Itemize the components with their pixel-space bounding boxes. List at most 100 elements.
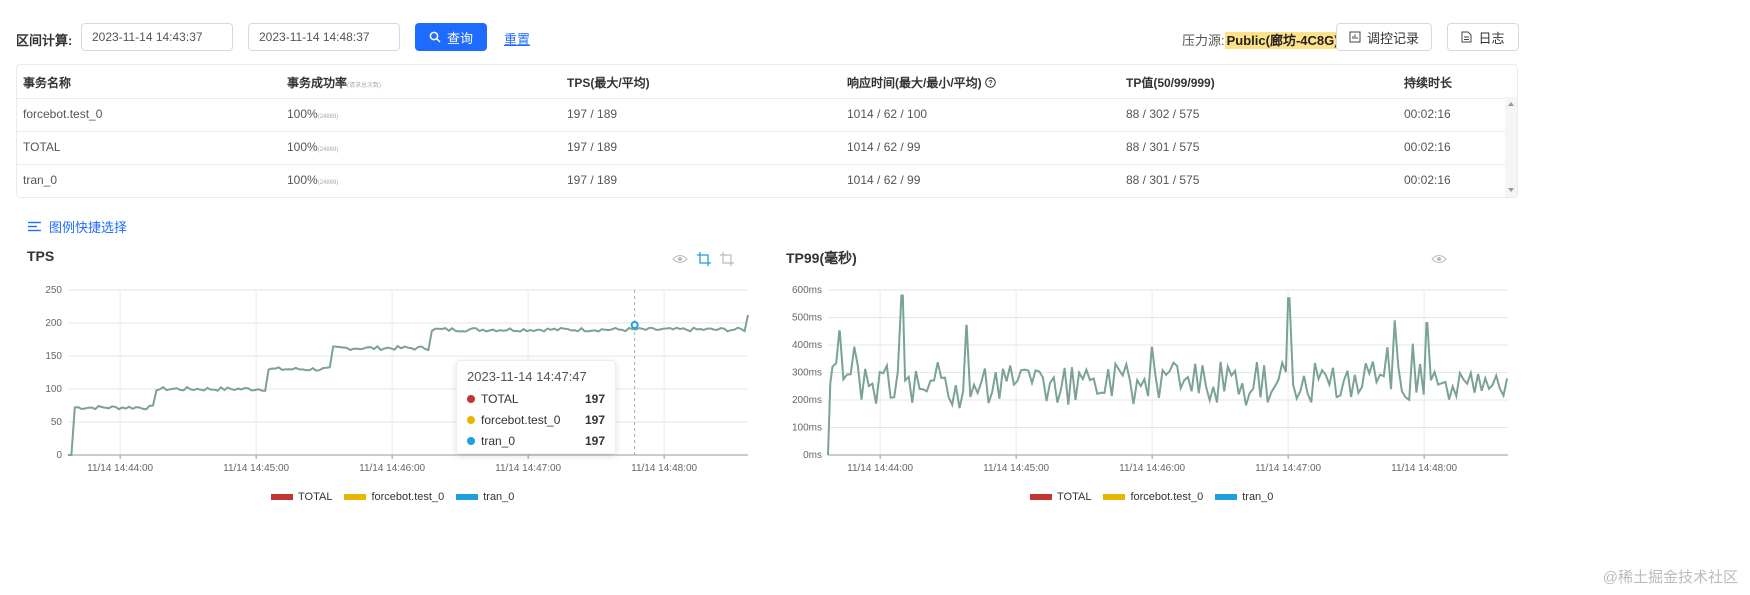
legend-item-tran[interactable]: tran_0: [456, 491, 514, 503]
watermark: @稀土掘金技术社区: [1602, 569, 1738, 586]
pressure-value: Public(廊坊-4C8G): [1224, 32, 1341, 49]
legend-quick-label: 图例快捷选择: [49, 220, 128, 235]
tune-record-label: 调控记录: [1366, 30, 1419, 46]
pressure-source: 压力源: Public(廊坊-4C8G): [1182, 30, 1341, 49]
tooltip-dot: [467, 436, 475, 445]
eye-icon[interactable]: [672, 253, 688, 265]
x-tick-label: 11/14 14:48:00: [631, 463, 697, 474]
cell-name: TOTAL: [23, 140, 61, 154]
y-tick-label: 500ms: [792, 313, 822, 324]
tp99-legend: TOTAL forcebot.test_0 tran_0: [1030, 491, 1273, 503]
tooltip-dot: [467, 394, 475, 403]
x-tick-label: 11/14 14:46:00: [359, 463, 425, 474]
x-tick-label: 11/14 14:44:00: [847, 463, 913, 474]
table-row[interactable]: tran_0 100%(24869) 197 / 189 1014 / 62 /…: [17, 164, 1505, 197]
cell-success: 100%(24869): [287, 173, 339, 187]
cell-rt: 1014 / 62 / 99: [847, 173, 921, 187]
legend-item-total[interactable]: TOTAL: [1030, 491, 1091, 503]
crop-zoom-icon[interactable]: [697, 252, 711, 266]
cell-name: tran_0: [23, 173, 58, 187]
y-tick-label: 200: [45, 318, 62, 329]
help-icon[interactable]: ?: [985, 77, 996, 88]
y-tick-label: 100: [45, 384, 62, 395]
x-tick-label: 11/14 14:48:00: [1391, 463, 1457, 474]
header-tps: TPS(最大/平均): [567, 76, 650, 90]
tooltip-row: TOTAL 197: [467, 388, 605, 409]
table-scrollbar[interactable]: [1505, 97, 1517, 197]
reset-link[interactable]: 重置: [504, 32, 531, 47]
x-tick-label: 11/14 14:45:00: [223, 463, 289, 474]
scroll-down-icon[interactable]: [1505, 185, 1517, 195]
tp99-chart-title: TP99(毫秒): [786, 250, 857, 266]
legend-item-forcebot[interactable]: forcebot.test_0: [1103, 491, 1203, 503]
scroll-up-icon[interactable]: [1505, 99, 1517, 109]
header-tp: TP值(50/99/999): [1126, 76, 1215, 90]
tps-chart[interactable]: 0 50 100 150 200 250 11/14 14:44:00 11/14 14:45…: [20, 280, 760, 480]
cell-tp: 88 / 301 / 575: [1126, 140, 1200, 154]
y-tick-label: 50: [51, 417, 63, 428]
svg-text:?: ?: [988, 80, 992, 87]
header-duration: 持续时长: [1404, 76, 1453, 90]
table-row[interactable]: forcebot.test_0 100%(24869) 197 / 189 10…: [17, 98, 1505, 132]
header-name: 事务名称: [23, 76, 72, 90]
y-tick-label: 300ms: [792, 368, 822, 379]
y-tick-label: 0: [56, 450, 62, 461]
y-tick-label: 250: [45, 285, 62, 296]
cell-duration: 00:02:16: [1404, 173, 1451, 187]
y-tick-label: 200ms: [792, 395, 822, 406]
table-header: 事务名称 事务成功率(请求总次数) TPS(最大/平均) 响应时间(最大/最小/…: [17, 65, 1505, 99]
cell-success: 100%(24869): [287, 140, 339, 154]
tooltip-row: forcebot.test_0 197: [467, 409, 605, 430]
tps-legend: TOTAL forcebot.test_0 tran_0: [271, 491, 514, 503]
series-line-tran: [68, 314, 749, 456]
x-tick-label: 11/14 14:44:00: [87, 463, 153, 474]
file-icon: [1461, 31, 1472, 43]
legend-item-total[interactable]: TOTAL: [271, 491, 332, 503]
legend-item-forcebot[interactable]: forcebot.test_0: [344, 491, 444, 503]
query-label: 查询: [446, 30, 473, 46]
start-time-input[interactable]: [81, 23, 233, 51]
query-button[interactable]: 查询: [415, 23, 487, 51]
cell-name: forcebot.test_0: [23, 107, 103, 121]
log-button[interactable]: 日志: [1447, 23, 1519, 51]
cell-tp: 88 / 302 / 575: [1126, 107, 1200, 121]
tps-tooltip: 2023-11-14 14:47:47 TOTAL 197 forcebot.te…: [456, 360, 616, 454]
transaction-table: 事务名称 事务成功率(请求总次数) TPS(最大/平均) 响应时间(最大/最小/…: [16, 64, 1518, 198]
cell-tp: 88 / 301 / 575: [1126, 173, 1200, 187]
x-tick-label: 11/14 14:47:00: [1255, 463, 1321, 474]
x-tick-label: 11/14 14:46:00: [1119, 463, 1185, 474]
cell-success: 100%(24869): [287, 107, 339, 121]
tooltip-time: 2023-11-14 14:47:47: [467, 369, 587, 384]
cell-duration: 00:02:16: [1404, 107, 1451, 121]
cell-tps: 197 / 189: [567, 140, 618, 154]
y-tick-label: 600ms: [792, 285, 822, 296]
y-tick-label: 0ms: [803, 450, 822, 461]
y-tick-label: 100ms: [792, 423, 822, 434]
log-label: 日志: [1478, 30, 1505, 46]
tooltip-row: tran_0 197: [467, 430, 605, 451]
table-row[interactable]: TOTAL 100%(24869) 197 / 189 1014 / 62 / …: [17, 131, 1505, 165]
cell-tps: 197 / 189: [567, 107, 618, 121]
header-success: 事务成功率(请求总次数): [287, 76, 382, 90]
tps-chart-title: TPS: [27, 248, 55, 264]
cell-tps: 197 / 189: [567, 173, 618, 187]
legend-quick-select[interactable]: 图例快捷选择: [28, 217, 127, 236]
cell-duration: 00:02:16: [1404, 140, 1451, 154]
y-tick-label: 400ms: [792, 340, 822, 351]
tp99-chart[interactable]: 0ms 100ms 200ms 300ms 400ms 500ms 600ms 11/14 1…: [760, 280, 1520, 480]
header-success-note: (请求总次数): [347, 83, 382, 89]
end-time-input[interactable]: [248, 23, 400, 51]
zoom-reset-icon[interactable]: [720, 252, 734, 266]
cell-rt: 1014 / 62 / 99: [847, 140, 921, 154]
eye-icon[interactable]: [1431, 253, 1447, 265]
list-icon: [28, 221, 41, 232]
pressure-prefix: 压力源:: [1182, 33, 1225, 48]
cell-rt: 1014 / 62 / 100: [847, 107, 928, 121]
x-tick-label: 11/14 14:47:00: [495, 463, 561, 474]
legend-item-tran[interactable]: tran_0: [1215, 491, 1273, 503]
range-label: 区间计算:: [16, 33, 73, 48]
tune-record-button[interactable]: 调控记录: [1336, 23, 1432, 51]
tooltip-dot: [467, 415, 475, 424]
y-tick-label: 150: [45, 351, 62, 362]
search-icon: [429, 31, 441, 43]
